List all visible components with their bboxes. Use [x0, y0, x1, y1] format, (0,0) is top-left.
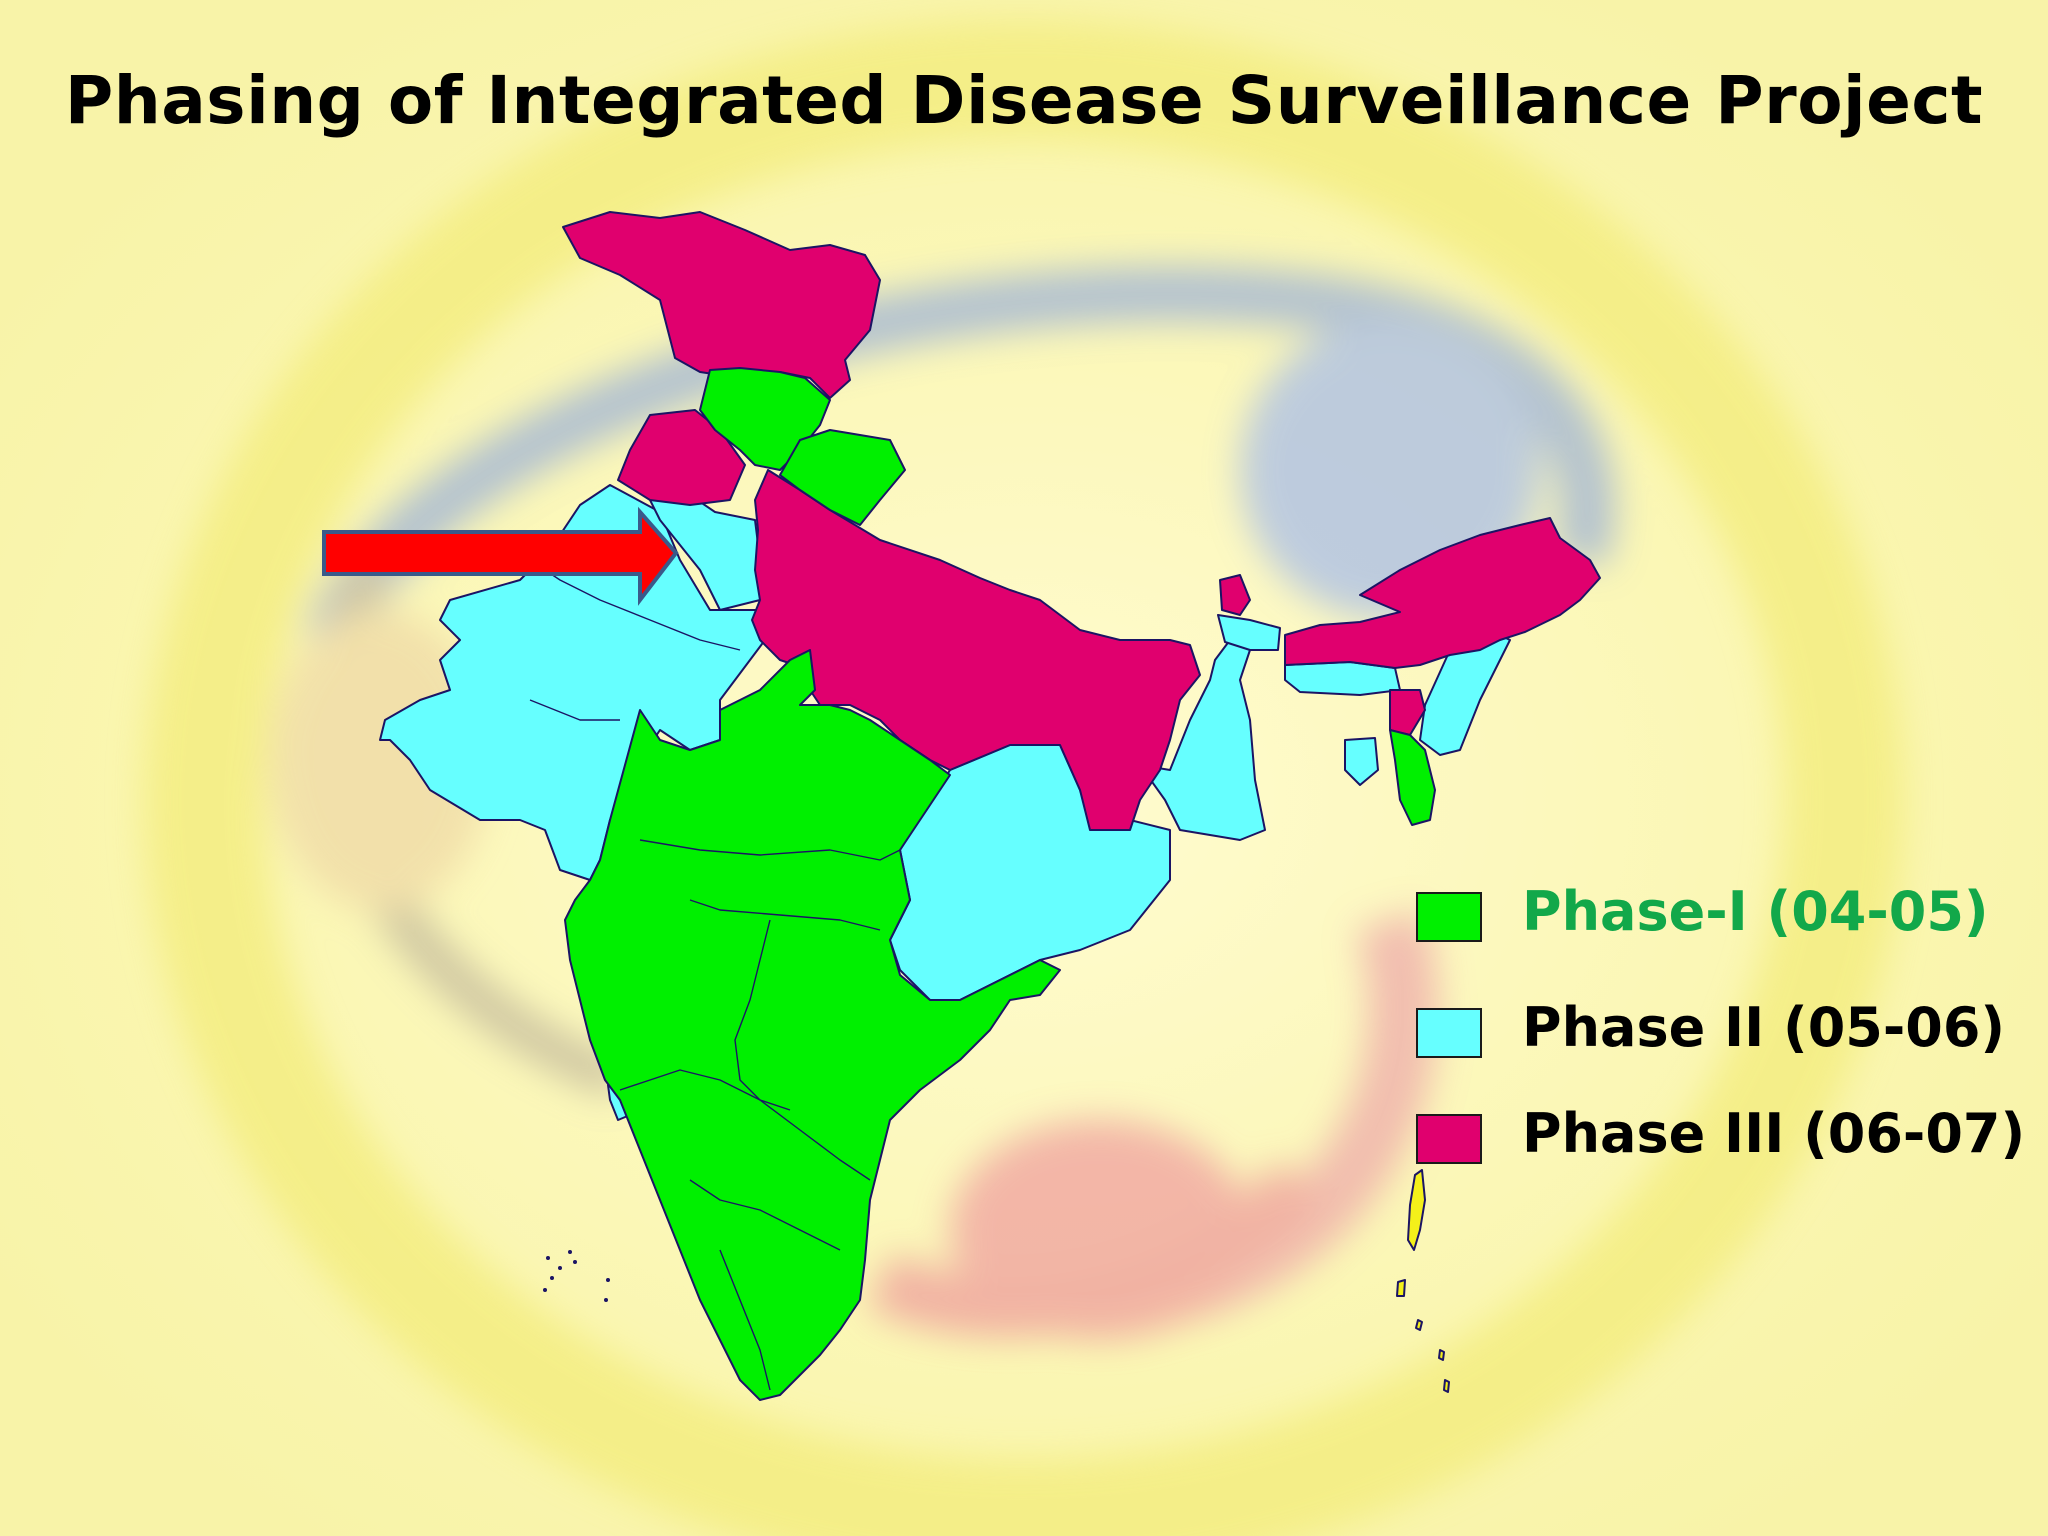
- region-uttar-pradesh-bihar: [751, 469, 1201, 831]
- legend-swatch-phase2: [1416, 1008, 1482, 1058]
- region-arunachal-assam: [1219, 517, 1601, 669]
- region-rajasthan-gujarat: [379, 484, 766, 881]
- region-uttarakhand: [779, 429, 906, 526]
- legend-label-phase1: Phase-I (04-05): [1522, 880, 1989, 943]
- region-west-bengal: [1139, 639, 1266, 841]
- region-sikkim: [1217, 614, 1281, 651]
- right-arrow-icon: [322, 506, 679, 606]
- legend-label-phase3: Phase III (06-07): [1522, 1102, 2026, 1165]
- lakshadweep-islands: [543, 1250, 610, 1302]
- legend-swatch-phase3: [1416, 1114, 1482, 1164]
- page-title: Phasing of Integrated Disease Surveillan…: [64, 62, 1984, 139]
- region-jammu-kashmir: [562, 211, 881, 399]
- region-southern-peninsula: [564, 649, 1061, 1401]
- andaman-islands: [1396, 1169, 1450, 1393]
- legend-label-phase2: Phase II (05-06): [1522, 996, 2006, 1059]
- region-mizoram-green: [1389, 729, 1436, 826]
- region-tripura: [1344, 737, 1379, 786]
- region-mizoram: [1389, 689, 1426, 736]
- legend-swatch-phase1: [1416, 892, 1482, 942]
